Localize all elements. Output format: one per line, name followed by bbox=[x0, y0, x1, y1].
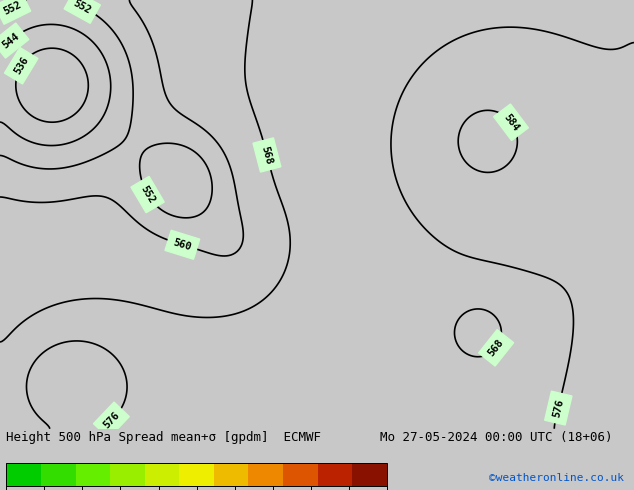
Bar bbox=[249, 463, 283, 486]
Bar bbox=[6, 463, 387, 486]
Text: Height 500 hPa Spread mean+σ [gpdm]  ECMWF: Height 500 hPa Spread mean+σ [gpdm] ECMW… bbox=[6, 431, 321, 443]
Text: 552: 552 bbox=[138, 184, 157, 205]
Text: 568: 568 bbox=[260, 145, 274, 165]
Text: 584: 584 bbox=[501, 112, 521, 133]
Text: 552: 552 bbox=[2, 0, 23, 17]
Text: ©weatheronline.co.uk: ©weatheronline.co.uk bbox=[489, 473, 624, 483]
Bar bbox=[110, 463, 145, 486]
Bar bbox=[41, 463, 75, 486]
Text: 544: 544 bbox=[0, 31, 21, 50]
Text: 576: 576 bbox=[552, 398, 566, 418]
Bar bbox=[318, 463, 352, 486]
Text: 568: 568 bbox=[486, 338, 506, 358]
Text: 560: 560 bbox=[172, 237, 193, 252]
Text: 552: 552 bbox=[72, 0, 93, 16]
Text: 536: 536 bbox=[12, 55, 30, 76]
Text: Mo 27-05-2024 00:00 UTC (18+06): Mo 27-05-2024 00:00 UTC (18+06) bbox=[380, 431, 613, 443]
Bar bbox=[214, 463, 249, 486]
Bar bbox=[75, 463, 110, 486]
Bar bbox=[145, 463, 179, 486]
Text: 576: 576 bbox=[101, 410, 122, 430]
Bar bbox=[283, 463, 318, 486]
Bar bbox=[179, 463, 214, 486]
Bar bbox=[6, 463, 41, 486]
Bar bbox=[352, 463, 387, 486]
